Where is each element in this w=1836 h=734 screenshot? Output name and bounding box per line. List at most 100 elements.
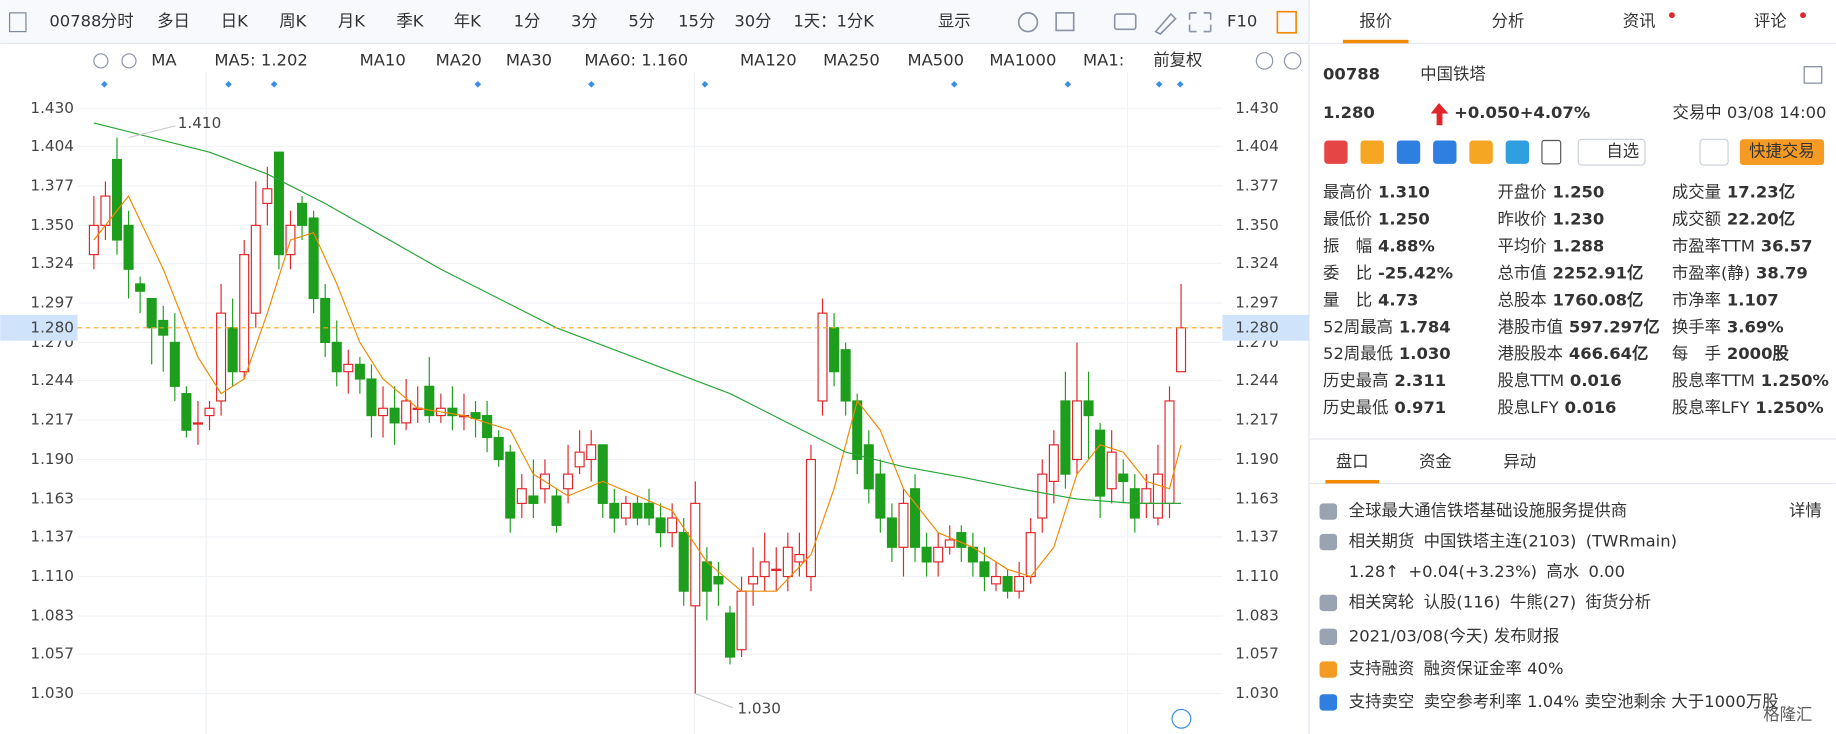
stat-value: 2252.91亿 — [1552, 263, 1643, 282]
info-text[interactable]: (TWRmain) — [1586, 532, 1677, 551]
icon[interactable] — [1324, 140, 1348, 164]
panel-tab[interactable]: 分析 — [1492, 12, 1525, 31]
event-marker[interactable] — [588, 80, 595, 88]
toolbar-tab[interactable]: 15分 — [678, 12, 715, 31]
ma-legend-item[interactable]: MA1000 — [989, 50, 1056, 69]
panel-tab[interactable]: 报价 — [1359, 12, 1392, 31]
up-arrow — [1430, 103, 1449, 126]
info-text[interactable]: 街货分析 — [1586, 592, 1652, 611]
toolbar-tab[interactable]: 年K — [454, 12, 482, 31]
candle-body — [1048, 444, 1059, 483]
y-tick-label-right: 1.083 — [1235, 607, 1279, 625]
panel-tab[interactable]: 评论 — [1754, 12, 1787, 31]
stat-value: 1.030 — [1399, 344, 1451, 363]
toolbar-tab[interactable]: 分时 — [101, 12, 134, 31]
icon[interactable] — [1396, 140, 1421, 164]
ma-legend-item[interactable]: MA20 — [436, 50, 482, 69]
toolbar-tab[interactable]: 月K — [338, 12, 366, 31]
event-toggle[interactable] — [1171, 708, 1192, 729]
toolbar-tab[interactable]: 季K — [396, 12, 424, 31]
candle-body — [331, 341, 342, 373]
icon[interactable] — [1360, 140, 1384, 164]
adjust-button[interactable]: 前复权 — [1153, 50, 1202, 69]
ma-line — [93, 194, 1182, 592]
event-marker[interactable] — [474, 80, 482, 88]
event-marker[interactable] — [101, 80, 108, 88]
toolbar-tab[interactable]: 周K — [279, 12, 307, 31]
stat-value: 4.88% — [1378, 237, 1435, 256]
info-text[interactable]: 中国铁塔主连(2103) — [1424, 532, 1577, 551]
stat-value: 1760.08亿 — [1552, 290, 1643, 309]
toolbar-tab[interactable]: 3分 — [571, 12, 598, 31]
ma-dropdown[interactable]: MA — [151, 50, 177, 69]
watch-label[interactable]: 自选 — [1606, 142, 1639, 161]
info-icon — [1319, 694, 1338, 711]
stat-value: 2.311 — [1394, 371, 1446, 390]
ma-legend-item[interactable]: MA60: 1.160 — [584, 50, 688, 69]
ma-legend-item[interactable]: MA5: 1.202 — [214, 50, 307, 69]
toolbar-tab[interactable]: 5分 — [628, 12, 655, 31]
candle-body — [146, 297, 157, 329]
zoom-out[interactable] — [1255, 52, 1274, 70]
sidebar-icon[interactable] — [8, 12, 27, 33]
candle-body — [724, 612, 736, 658]
toolbar-tab[interactable]: 30分 — [734, 12, 771, 31]
candle-body — [1095, 429, 1106, 497]
last-price-label: 1.280 — [30, 318, 74, 336]
info-text[interactable]: 牛熊(27) — [1510, 592, 1576, 611]
toolbar-tab[interactable]: 1分 — [514, 12, 541, 31]
trade-button[interactable] — [1739, 139, 1825, 166]
stat-value: 0.971 — [1394, 398, 1446, 417]
ma-legend-item[interactable]: MA1: — [1083, 50, 1124, 69]
candle-body — [1152, 473, 1163, 519]
stat-label: 总股本 — [1497, 290, 1546, 309]
watch-button[interactable] — [1577, 138, 1646, 166]
zoom-in[interactable] — [1283, 52, 1302, 70]
alert-button[interactable] — [1699, 138, 1729, 166]
info-text[interactable]: 认股(116) — [1424, 592, 1501, 611]
panel-toggle[interactable] — [1276, 10, 1297, 34]
stat-label: 股息率LFY — [1672, 398, 1751, 417]
ma-legend-item[interactable]: MA250 — [823, 50, 880, 69]
ma-legend-item[interactable]: MA30 — [506, 50, 552, 69]
candle-body — [366, 378, 377, 417]
icon[interactable] — [1433, 140, 1457, 164]
ma-legend-item[interactable]: MA10 — [360, 50, 406, 69]
info-link[interactable]: 详情 — [1789, 501, 1822, 520]
ma-legend-item[interactable]: MA500 — [907, 50, 964, 69]
candle-body — [829, 327, 840, 373]
toolbar-tab[interactable]: 显示 — [938, 12, 971, 31]
f10-button[interactable]: F10 — [1227, 12, 1257, 31]
pen-icon[interactable] — [1154, 12, 1177, 35]
toolbar-tab[interactable]: 日K — [221, 12, 249, 31]
candle-body — [944, 539, 955, 548]
draw-box-icon[interactable] — [1055, 12, 1075, 32]
candle-body — [343, 363, 354, 373]
ma-close[interactable] — [121, 53, 137, 69]
event-marker[interactable] — [270, 80, 278, 88]
layout-icon[interactable] — [1803, 66, 1823, 84]
trade-label[interactable]: 快捷交易 — [1749, 142, 1815, 161]
candle-body — [135, 283, 146, 292]
icon[interactable] — [1541, 139, 1562, 165]
sub-tab[interactable]: 异动 — [1503, 452, 1536, 471]
stat-value: 1.784 — [1399, 317, 1451, 336]
ma-legend-item[interactable]: MA120 — [740, 50, 797, 69]
event-marker[interactable] — [225, 80, 232, 88]
info-text: 高水 — [1546, 562, 1579, 581]
ma-settings[interactable] — [93, 53, 109, 69]
candle-body — [262, 188, 273, 204]
panel-tab[interactable]: 资讯 — [1623, 12, 1656, 31]
sub-tab[interactable]: 盘口 — [1336, 452, 1369, 471]
candle-body — [1060, 400, 1071, 475]
toolbar-tab[interactable]: 1天：1分K — [793, 12, 875, 31]
camera-icon[interactable] — [1113, 13, 1137, 31]
settings-icon[interactable] — [1017, 12, 1039, 33]
stat-value: 38.79 — [1756, 263, 1808, 282]
candle-body — [817, 312, 828, 402]
toolbar-tab[interactable]: 多日 — [157, 12, 190, 31]
icon[interactable] — [1505, 140, 1530, 164]
icon[interactable] — [1469, 140, 1493, 164]
fullscreen-icon[interactable] — [1188, 12, 1212, 33]
sub-tab[interactable]: 资金 — [1419, 452, 1452, 471]
